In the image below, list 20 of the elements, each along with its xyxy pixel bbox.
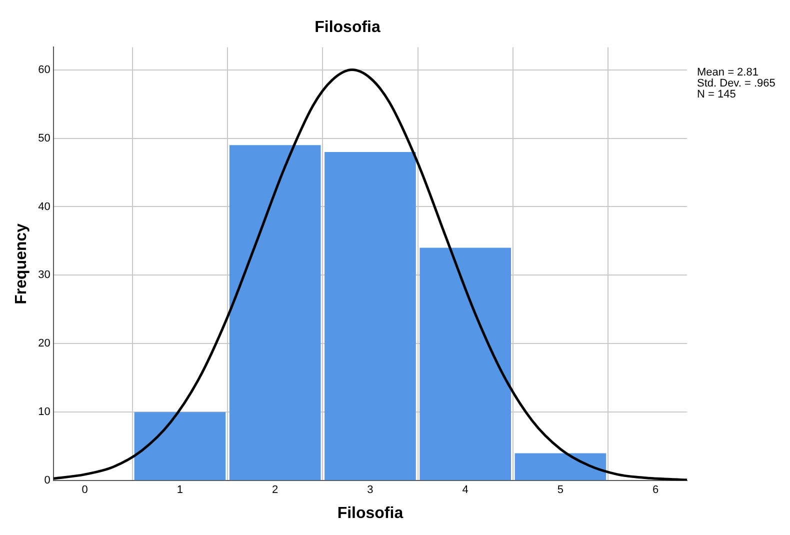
x-tick-label: 5 [557, 484, 564, 496]
y-tick-label: 40 [38, 200, 50, 213]
y-tick-label: 50 [38, 132, 50, 144]
y-tick-label: 60 [38, 64, 50, 76]
y-axis-title: Frequency [13, 223, 30, 304]
x-tick-label: 1 [176, 484, 184, 496]
x-tick-label: 0 [82, 484, 88, 496]
x-tick-label: 2 [272, 484, 278, 496]
x-tick-label: 6 [652, 484, 659, 496]
y-tick-label: 0 [44, 474, 50, 487]
y-tick-label: 20 [38, 338, 50, 350]
y-tick-label: 10 [38, 406, 50, 418]
x-axis-title: Filosofia [337, 504, 404, 522]
y-tick-label: 30 [38, 269, 50, 282]
text: N = 145 [697, 88, 736, 101]
chart-title: Filosofia [314, 19, 380, 36]
x-tick-label: 4 [462, 484, 468, 496]
text: Std. Dev. = .965 [697, 78, 776, 90]
text: Mean = 2.81 [697, 66, 758, 79]
x-tick-label: 3 [367, 484, 374, 496]
